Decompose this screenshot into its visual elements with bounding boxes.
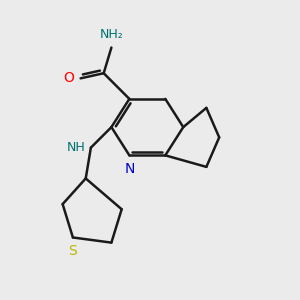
Text: S: S xyxy=(68,244,77,258)
Text: NH: NH xyxy=(67,141,86,154)
Text: NH₂: NH₂ xyxy=(100,28,123,41)
Text: O: O xyxy=(63,71,74,85)
Text: N: N xyxy=(124,162,135,176)
